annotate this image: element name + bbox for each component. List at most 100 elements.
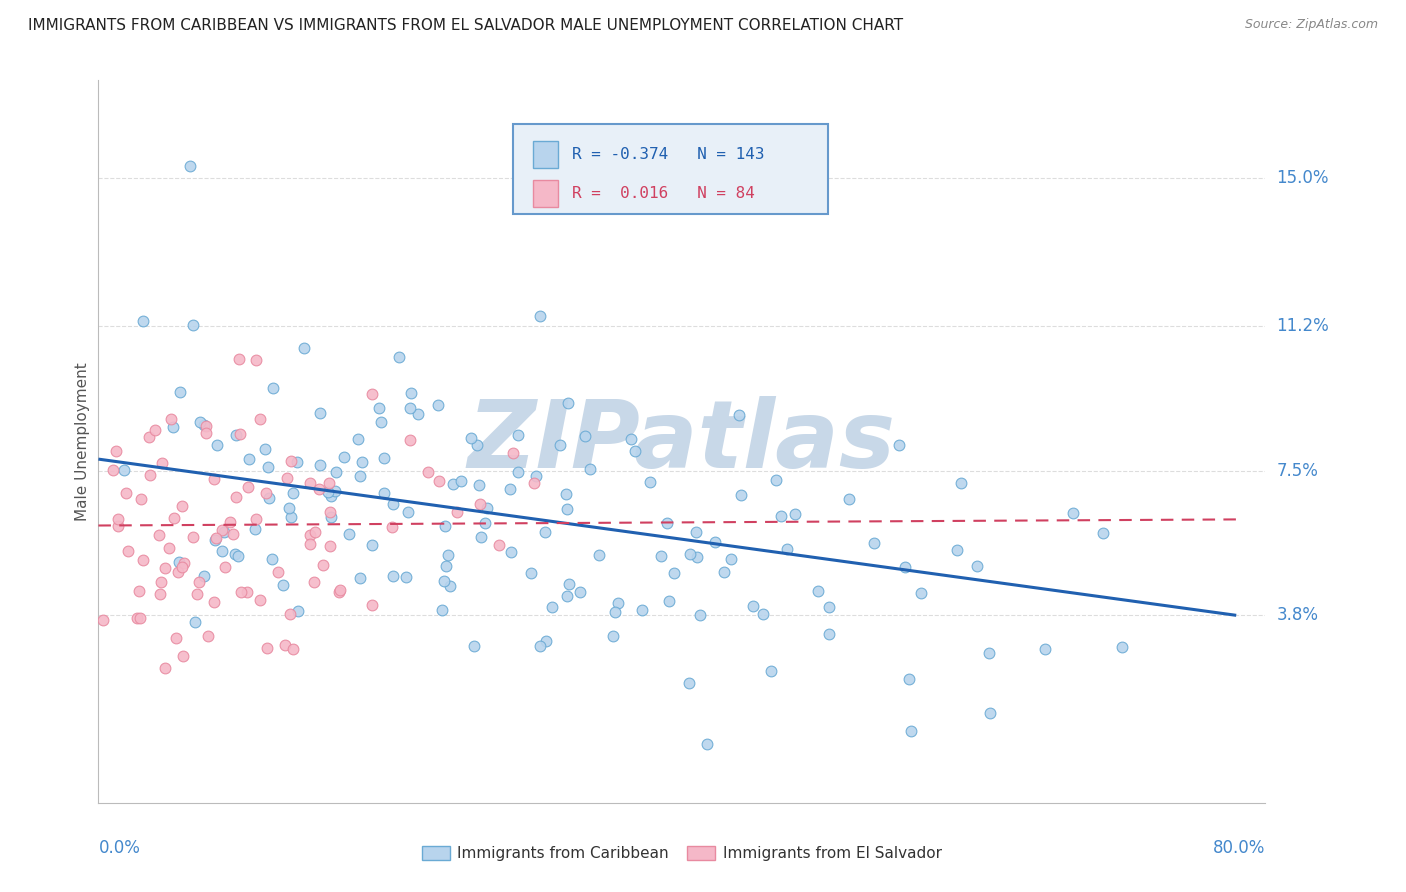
Point [807,583,830,598]
Point [105,443,128,458]
Point [558,577,581,591]
Point [149,574,172,589]
Point [887,438,910,452]
Point [226,549,249,563]
Point [194,418,217,433]
Point [437,549,460,563]
Point [1062,507,1084,521]
Point [153,561,176,575]
Point [169,384,191,399]
Point [399,386,422,401]
Point [202,595,225,609]
Point [112,463,135,477]
Point [508,428,530,442]
Point [506,465,529,479]
Point [229,426,252,441]
Point [298,528,321,542]
Point [127,610,149,624]
Point [181,530,204,544]
Point [211,523,233,537]
Point [838,491,860,506]
Point [862,536,884,550]
Point [292,341,315,355]
Point [579,462,602,476]
Point [460,431,482,445]
Point [276,470,298,484]
Point [395,570,418,584]
Point [465,438,488,452]
Point [256,641,278,656]
Point [703,534,725,549]
Point [370,415,392,429]
Point [897,672,920,686]
Point [624,444,647,458]
Point [533,525,555,540]
Point [308,458,330,472]
Point [751,607,773,622]
Point [741,599,763,613]
Point [304,524,326,539]
Point [114,486,136,500]
Point [328,585,350,599]
Point [243,522,266,536]
Point [204,533,226,548]
Point [193,417,215,432]
Point [818,600,841,615]
Point [194,426,217,441]
Point [262,381,284,395]
Point [685,524,707,539]
Point [945,542,967,557]
Point [730,488,752,502]
Point [238,451,260,466]
Point [319,539,342,553]
Point [1033,642,1056,657]
Point [188,415,211,429]
Point [381,520,404,534]
Point [309,406,332,420]
Point [337,527,360,541]
Point [450,474,472,488]
Point [399,434,422,448]
Point [488,538,510,552]
Point [477,500,499,515]
Point [302,575,325,590]
Point [550,438,572,452]
Point [221,527,243,541]
Point [433,574,456,588]
Point [318,475,340,490]
Point [529,640,551,654]
Point [281,641,304,656]
Point [249,593,271,607]
Point [607,596,630,610]
Point [373,486,395,500]
Point [439,579,461,593]
Point [155,661,177,675]
Point [529,309,551,323]
Point [602,629,624,643]
Point [555,589,578,603]
Point [499,483,522,497]
Point [910,586,932,600]
Point [280,509,302,524]
Point [603,605,626,619]
Point [138,467,160,482]
Point [280,454,302,468]
Text: IMMIGRANTS FROM CARIBBEAN VS IMMIGRANTS FROM EL SALVADOR MALE UNEMPLOYMENT CORRE: IMMIGRANTS FROM CARIBBEAN VS IMMIGRANTS … [28,18,903,33]
Point [446,505,468,519]
Point [287,604,309,618]
Point [434,559,457,574]
Point [361,598,384,612]
Point [325,466,347,480]
Point [360,387,382,401]
Point [759,664,782,678]
Point [277,500,299,515]
Point [103,463,125,477]
Point [181,318,204,332]
Point [900,724,922,739]
Point [319,504,342,518]
Point [1091,525,1114,540]
Point [159,411,181,425]
Point [225,490,247,504]
Point [278,607,301,622]
Point [541,599,564,614]
